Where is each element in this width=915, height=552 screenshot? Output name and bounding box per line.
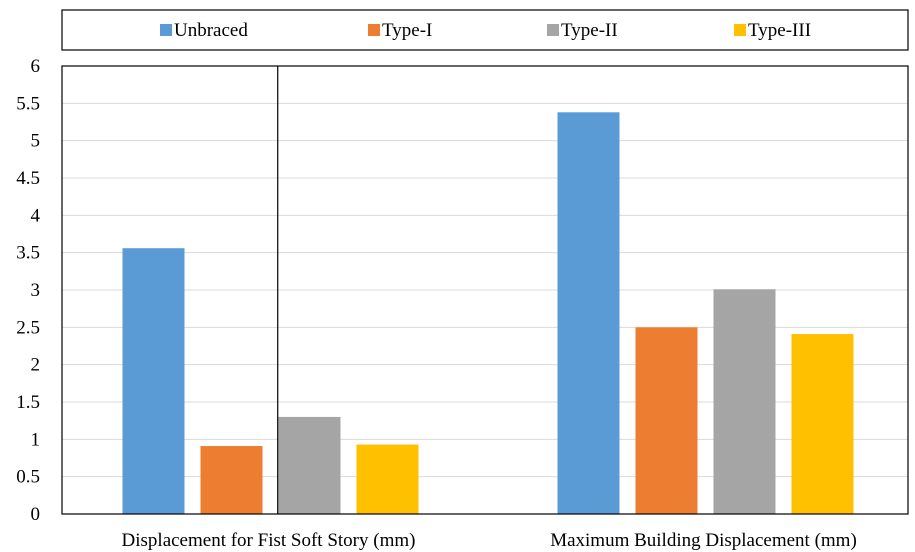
bar-type-i <box>635 327 698 514</box>
bar-type-ii <box>713 289 776 514</box>
y-tick-label: 1 <box>31 429 41 450</box>
bar-unbraced <box>557 112 620 514</box>
legend-label: Type-III <box>748 20 811 41</box>
legend-swatch-type-i <box>368 24 380 36</box>
legend-swatch-type-ii <box>547 24 559 36</box>
legend-swatch-unbraced <box>160 24 172 36</box>
x-category-label: Displacement for Fist Soft Story (mm) <box>122 530 416 551</box>
y-tick-label: 0.5 <box>16 467 40 488</box>
y-tick-label: 2 <box>31 355 41 376</box>
y-tick-label: 6 <box>31 56 41 77</box>
bar-type-iii <box>791 334 854 514</box>
bar-type-ii <box>278 416 341 514</box>
bar-unbraced <box>122 248 185 515</box>
y-tick-label: 1.5 <box>16 392 40 413</box>
y-tick-label: 0 <box>31 504 41 525</box>
y-tick-label: 5 <box>31 131 41 152</box>
legend-border <box>61 9 909 51</box>
plot-border <box>61 65 909 515</box>
x-category-label: Maximum Building Displacement (mm) <box>550 530 857 551</box>
legend-label: Unbraced <box>174 20 248 41</box>
legend: Unbraced Type-I Type-II Type-III <box>61 9 909 51</box>
y-tick-label: 4.5 <box>16 168 40 189</box>
plot-area <box>61 65 909 515</box>
x-axis: Displacement for Fist Soft Story (mm) Max… <box>122 530 857 551</box>
bar-type-i <box>200 446 263 514</box>
legend-swatch-type-iii <box>734 24 746 36</box>
bar-type-iii <box>356 444 419 514</box>
y-tick-label: 3 <box>31 280 41 301</box>
y-tick-label: 2.5 <box>16 317 40 338</box>
legend-label: Type-II <box>561 20 618 41</box>
y-axis: 0 0.5 1 1.5 2 2.5 3 3.5 4 4.5 5 5.5 6 <box>16 56 40 525</box>
y-tick-label: 3.5 <box>16 243 40 264</box>
y-tick-label: 5.5 <box>16 93 40 114</box>
legend-label: Type-I <box>382 20 432 41</box>
y-tick-label: 4 <box>31 205 41 226</box>
